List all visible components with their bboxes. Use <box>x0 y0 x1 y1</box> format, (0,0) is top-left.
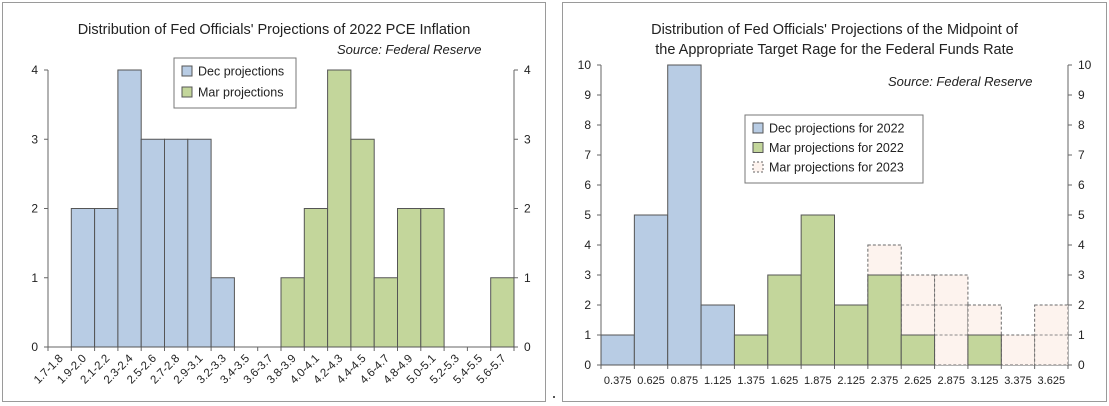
bar <box>934 274 969 366</box>
y-tick-label-left: 0 <box>31 340 38 354</box>
x-tick-label: 0.375 <box>604 375 632 387</box>
legend-label: Mar projections <box>198 86 283 100</box>
y-tick-label-left: 1 <box>31 271 38 285</box>
y-tick-label-right: 3 <box>1078 268 1085 282</box>
bar <box>187 138 212 348</box>
pce-inflation-chart: 0 01 12 23 34 41.7-1.81.9-2.02.1-2.22.3-2.42.… <box>31 57 531 386</box>
fed-funds-chart: 0 0 1 1 2 2 3 3 4 4 5 5 6 6 7 7 8 8 9 9 10 10 0.375 0.625 0.875 1… <box>578 58 1092 387</box>
y-tick-label-left: 4 <box>584 238 591 252</box>
legend-label: Mar projections for 2022 <box>769 141 904 155</box>
legend-box <box>173 57 297 109</box>
y-tick-label-left: 1 <box>584 328 591 342</box>
x-tick-label: 1.125 <box>704 375 732 387</box>
y-tick-label-right: 4 <box>524 63 531 77</box>
bar <box>900 334 936 366</box>
chart-title: Distribution of Fed Officials' Projectio… <box>651 22 1018 38</box>
x-tick-label: 0.875 <box>671 375 699 387</box>
x-tick-label: 1.625 <box>771 375 799 387</box>
bar <box>210 277 235 348</box>
y-tick-label-right: 2 <box>524 202 531 216</box>
bar <box>350 138 375 348</box>
bar <box>867 274 902 366</box>
bar <box>733 334 769 366</box>
page-dot <box>553 396 555 398</box>
bar <box>490 277 515 348</box>
y-tick-label-right: 5 <box>1078 208 1085 222</box>
y-tick-label-left: 2 <box>584 298 591 312</box>
legend-swatch <box>181 86 193 98</box>
y-tick-label-left: 9 <box>584 88 591 102</box>
bar <box>1000 334 1036 366</box>
y-tick-label-right: 2 <box>1078 298 1085 312</box>
x-tick-label: 1.375 <box>737 375 765 387</box>
y-tick-label-left: 3 <box>31 132 38 146</box>
pce-inflation-chart-panel: Distribution of Fed Officials' Projectio… <box>2 2 546 402</box>
legend-swatch <box>181 65 193 77</box>
bar <box>280 277 305 348</box>
y-tick-label-left: 7 <box>584 148 591 162</box>
y-tick-label-left: 6 <box>584 178 591 192</box>
fed-funds-chart-panel: Distribution of Fed Officials' Projectio… <box>562 2 1107 402</box>
y-tick-label-right: 6 <box>1078 178 1085 192</box>
bar <box>767 274 802 366</box>
legend-swatch <box>752 122 764 134</box>
y-tick-label-right: 8 <box>1078 118 1085 132</box>
bar <box>800 214 835 366</box>
y-tick-label-right: 7 <box>1078 148 1085 162</box>
x-tick-label: 2.875 <box>937 375 965 387</box>
chart-title: Distribution of Fed Officials' Projectio… <box>77 22 471 38</box>
x-tick-label: 2.625 <box>904 375 932 387</box>
bar <box>164 138 189 348</box>
x-tick-label: 0.625 <box>637 375 665 387</box>
x-tick-label: 3.625 <box>1038 375 1066 387</box>
y-tick-label-left: 0 <box>584 358 591 372</box>
x-tick-label: 2.375 <box>871 375 899 387</box>
bar <box>667 64 702 366</box>
legend-label: Mar projections for 2023 <box>769 161 904 175</box>
y-tick-label-right: 0 <box>524 340 531 354</box>
bar <box>420 208 445 348</box>
legend-label: Dec projections for 2022 <box>769 122 905 136</box>
chart-source: Source: Federal Reserve <box>888 74 1033 89</box>
bar <box>834 304 869 366</box>
bar <box>633 214 669 366</box>
legend-label: Dec projections <box>198 65 284 79</box>
legend-box <box>744 114 924 184</box>
bar <box>600 334 635 366</box>
legend-swatch <box>752 142 764 153</box>
y-tick-label-left: 2 <box>31 202 38 216</box>
y-tick-label-right: 4 <box>1078 238 1085 252</box>
x-tick-label: 1.875 <box>804 375 832 387</box>
x-tick-label: 2.125 <box>837 375 865 387</box>
y-tick-label-right: 1 <box>1078 328 1085 342</box>
y-tick-label-left: 5 <box>584 208 591 222</box>
chart-title-line2: the Appropriate Target Rage for the Fede… <box>655 42 1014 58</box>
y-tick-label-right: 10 <box>1078 58 1092 72</box>
chart-source: Source: Federal Reserve <box>337 42 482 57</box>
bar <box>373 277 399 348</box>
bar <box>967 334 1002 366</box>
y-tick-label-right: 1 <box>524 271 531 285</box>
y-tick-label-left: 3 <box>584 268 591 282</box>
y-tick-label-right: 0 <box>1078 358 1085 372</box>
y-tick-label-right: 9 <box>1078 88 1085 102</box>
x-tick-label: 3.125 <box>971 375 999 387</box>
y-tick-label-left: 4 <box>31 63 38 77</box>
y-tick-label-left: 10 <box>578 58 592 72</box>
legend-swatch <box>752 161 764 173</box>
x-tick-label: 3.375 <box>1004 375 1032 387</box>
y-tick-label-left: 8 <box>584 118 591 132</box>
bar <box>140 138 165 348</box>
y-tick-label-right: 3 <box>524 132 531 146</box>
